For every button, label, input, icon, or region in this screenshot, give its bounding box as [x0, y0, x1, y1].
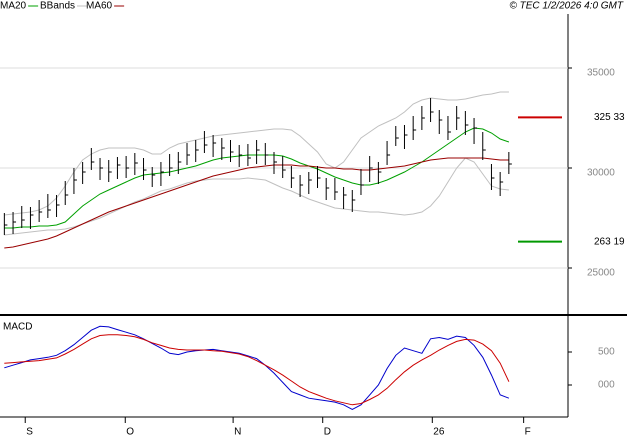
y-tick-label: 25000 — [587, 268, 615, 279]
legend-label: BBands — [40, 1, 75, 12]
legend-label: MA60 — [86, 1, 113, 12]
x-tick-label: D — [324, 427, 331, 438]
x-tick-label: N — [234, 427, 241, 438]
level-label: 325 33 — [594, 112, 625, 123]
macd-line — [4, 334, 510, 406]
x-tick-label: O — [126, 427, 134, 438]
level-label: 263 19 — [594, 236, 625, 247]
source: © TEC 1/2/2026 4:0 GMT — [509, 1, 623, 12]
macd-line — [4, 325, 510, 410]
band-lower — [4, 157, 509, 236]
band-upper — [4, 91, 509, 216]
moving-average — [4, 157, 509, 249]
y-tick-label: 500 — [598, 347, 615, 358]
y-tick-label: 000 — [598, 380, 615, 391]
y-tick-label: 30000 — [587, 168, 615, 179]
y-tick-label: 35000 — [587, 68, 615, 79]
x-tick-label: S — [26, 427, 33, 438]
x-tick-label: 26 — [433, 427, 445, 438]
macd-title: MACD — [3, 322, 32, 333]
legend-label: MA20 — [0, 1, 27, 12]
x-tick-label: F — [525, 427, 531, 438]
